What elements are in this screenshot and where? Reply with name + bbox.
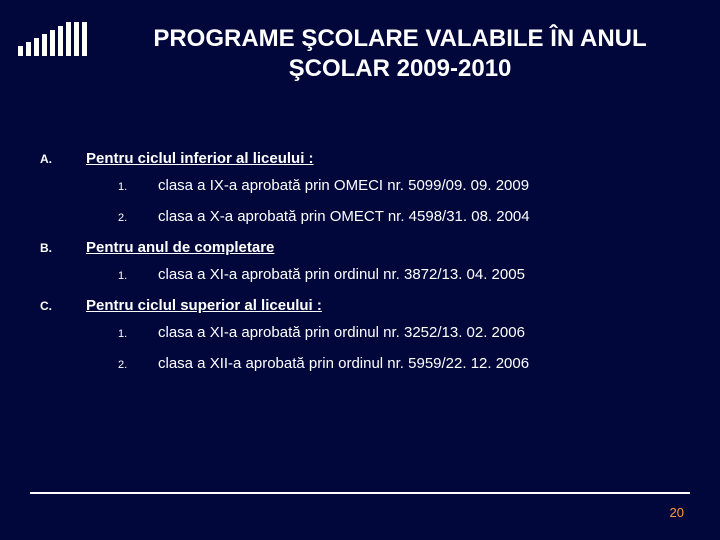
decor-bar (42, 34, 47, 56)
section-items: 1.clasa a XI-a aprobată prin ordinul nr.… (40, 324, 680, 372)
list-item: 1.clasa a XI-a aprobată prin ordinul nr.… (118, 324, 680, 341)
section-heading: Pentru anul de completare (86, 239, 274, 256)
horizontal-rule (30, 492, 690, 494)
section-letter: C. (40, 299, 86, 313)
decor-bar (50, 30, 55, 56)
list-item: 2.clasa a X-a aprobată prin OMECT nr. 45… (118, 208, 680, 225)
item-number: 1. (118, 270, 158, 282)
slide-title: PROGRAME ŞCOLARE VALABILE ÎN ANUL ŞCOLAR… (120, 24, 680, 84)
list-item: 2.clasa a XII-a aprobată prin ordinul nr… (118, 355, 680, 372)
decor-bar (82, 22, 87, 56)
content-area: A.Pentru ciclul inferior al liceului : 1.… (40, 150, 680, 386)
item-number: 2. (118, 359, 158, 371)
list-item: 1.clasa a IX-a aprobată prin OMECI nr. 5… (118, 177, 680, 194)
section: C.Pentru ciclul superior al liceului : 1.… (40, 297, 680, 372)
section-items: 1.clasa a XI-a aprobată prin ordinul nr.… (40, 266, 680, 283)
section-head: B.Pentru anul de completare (40, 239, 680, 256)
item-number: 1. (118, 328, 158, 340)
decor-bar (18, 46, 23, 56)
section-head: A.Pentru ciclul inferior al liceului : (40, 150, 680, 167)
section-items: 1.clasa a IX-a aprobată prin OMECI nr. 5… (40, 177, 680, 225)
decor-bar (74, 22, 79, 56)
item-text: clasa a X-a aprobată prin OMECT nr. 4598… (158, 208, 530, 225)
decor-bar (58, 26, 63, 56)
decor-bar (66, 22, 71, 56)
item-number: 1. (118, 181, 158, 193)
section-letter: A. (40, 152, 86, 166)
section: B.Pentru anul de completare 1.clasa a XI-… (40, 239, 680, 283)
page-number: 20 (670, 505, 684, 520)
item-number: 2. (118, 212, 158, 224)
item-text: clasa a XI-a aprobată prin ordinul nr. 3… (158, 324, 525, 341)
corner-decor (18, 22, 90, 56)
decor-bar (26, 42, 31, 56)
section-letter: B. (40, 241, 86, 255)
list-item: 1.clasa a XI-a aprobată prin ordinul nr.… (118, 266, 680, 283)
decor-bar (34, 38, 39, 56)
item-text: clasa a XII-a aprobată prin ordinul nr. … (158, 355, 529, 372)
section: A.Pentru ciclul inferior al liceului : 1.… (40, 150, 680, 225)
section-heading: Pentru ciclul inferior al liceului : (86, 150, 314, 167)
section-heading: Pentru ciclul superior al liceului : (86, 297, 322, 314)
item-text: clasa a IX-a aprobată prin OMECI nr. 509… (158, 177, 529, 194)
item-text: clasa a XI-a aprobată prin ordinul nr. 3… (158, 266, 525, 283)
section-head: C.Pentru ciclul superior al liceului : (40, 297, 680, 314)
